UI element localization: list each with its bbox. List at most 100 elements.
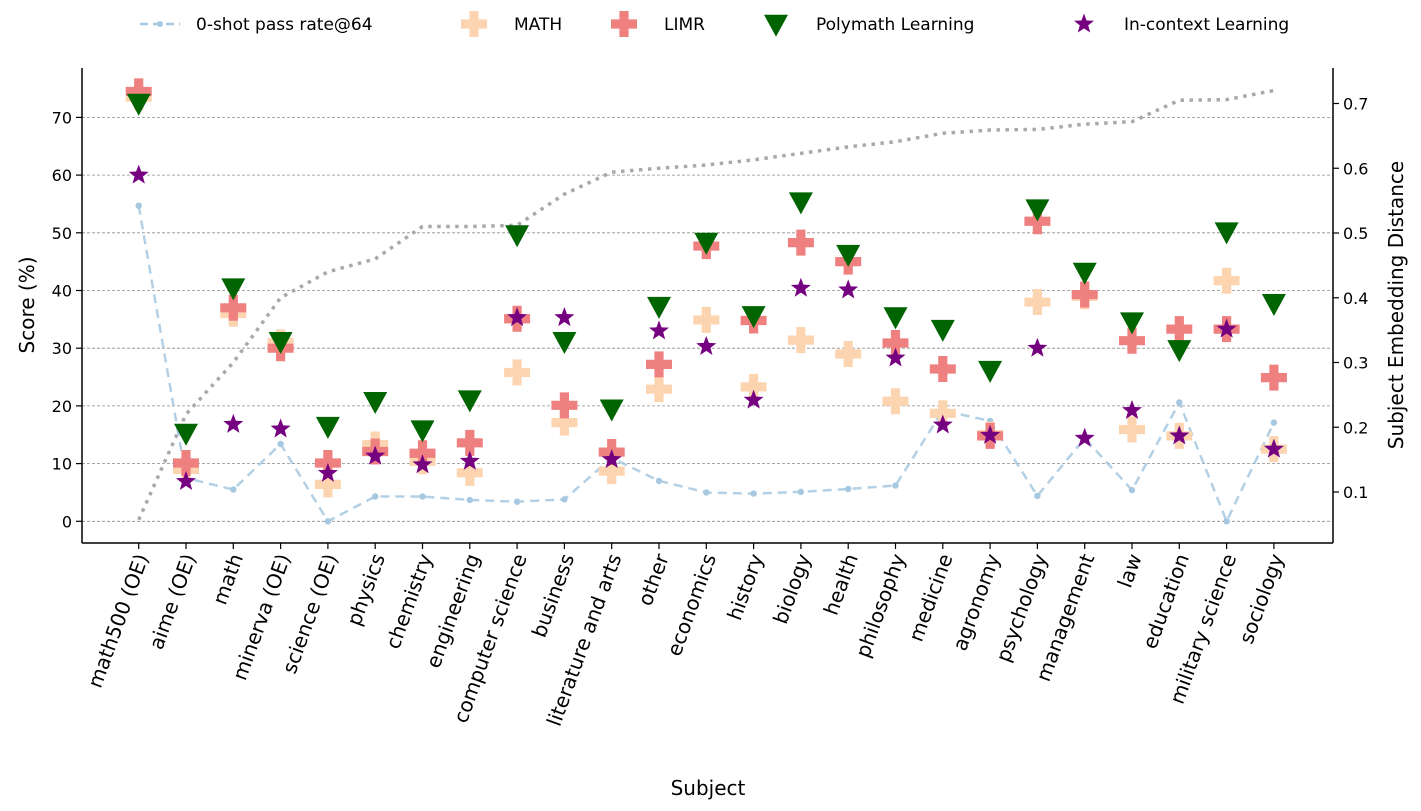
limr-marker <box>882 330 909 357</box>
y-tick-label: 40 <box>52 282 72 301</box>
pass-rate-point <box>1128 486 1136 494</box>
icl-marker <box>317 462 338 482</box>
polymath-marker <box>978 360 1003 383</box>
math-marker <box>835 340 862 367</box>
pass-rate-point <box>135 202 142 209</box>
math-marker <box>787 327 814 354</box>
polymath-marker <box>741 306 766 329</box>
y-right-tick-label: 0.4 <box>1343 289 1368 308</box>
polymath-marker <box>599 399 624 422</box>
polymath-marker <box>268 332 293 355</box>
polymath-marker <box>174 423 198 446</box>
y-right-tick-label: 0.1 <box>1343 483 1368 502</box>
x-tick-label: law <box>1112 551 1146 591</box>
polymath-marker <box>836 244 861 267</box>
math-marker <box>456 459 483 486</box>
pass-rate-point <box>1176 399 1183 406</box>
pass-rate-point <box>845 485 852 493</box>
icl-marker <box>649 320 669 340</box>
embedding-distance-polyline <box>137 88 1275 521</box>
limr-marker <box>1166 316 1193 343</box>
polymath-marker <box>883 307 908 330</box>
icl-marker <box>223 413 244 433</box>
x-tick-label: other <box>633 550 674 609</box>
limr-marker <box>220 294 247 321</box>
y-tick-label: 0 <box>62 512 72 531</box>
legend: 0-shot pass rate@64 MATH LIMR Polymath Lear… <box>140 11 1289 37</box>
x-tick-label: math <box>208 551 248 608</box>
y-tick-label: 70 <box>52 108 72 127</box>
legend-item: LIMR <box>611 11 705 37</box>
limr-marker <box>456 429 483 456</box>
y-tick-label: 30 <box>52 339 72 358</box>
legend-label: 0-shot pass rate@64 <box>196 15 373 35</box>
polymath-marker <box>1214 222 1239 245</box>
y-tick-label: 50 <box>52 224 72 243</box>
limr-marker <box>1071 281 1098 308</box>
legend-label: MATH <box>514 15 562 35</box>
polymath-marker <box>457 390 482 413</box>
math-marker <box>314 471 341 498</box>
y-right-tick-label: 0.7 <box>1343 95 1368 114</box>
x-tick-label: business <box>527 551 579 641</box>
legend-item: 0-shot pass rate@64 <box>140 15 373 35</box>
y-tick-label: 20 <box>52 397 72 416</box>
limr-marker <box>125 78 152 105</box>
legend-item: Polymath Learning <box>764 14 974 37</box>
pass-rate-point <box>1270 419 1278 426</box>
polymath-marker <box>410 420 435 443</box>
math-marker <box>551 409 578 436</box>
icl-marker <box>1263 438 1284 458</box>
icl-marker <box>270 418 291 438</box>
icl-marker <box>128 164 149 184</box>
x-tick-label: history <box>722 550 768 623</box>
pass-rate-point <box>324 518 332 525</box>
polymath-marker <box>1120 312 1144 335</box>
legend-label: LIMR <box>664 15 705 35</box>
icl-marker <box>838 279 859 299</box>
x-tick-label: chemistry <box>381 550 438 652</box>
polymath-marker <box>363 392 388 415</box>
pass-rate-point <box>419 493 426 500</box>
x-tick-label: sociology <box>1234 550 1289 646</box>
polymath-marker <box>788 192 813 215</box>
embedding-distance-line <box>137 88 1275 521</box>
limr-marker <box>551 392 578 419</box>
x-tick-label: math500 (OE) <box>83 551 154 691</box>
limr-marker <box>787 229 814 256</box>
polymath-marker <box>647 296 671 319</box>
x-tick-label: medicine <box>904 551 958 645</box>
icl-marker <box>1074 427 1095 447</box>
y-tick-label: 10 <box>52 455 72 474</box>
polymath-marker <box>694 232 719 255</box>
legend-dot-icon <box>157 21 163 27</box>
polymath-marker <box>1167 340 1192 363</box>
polymath-marker <box>1261 293 1286 316</box>
polymath-marker <box>221 278 246 301</box>
y-right-tick-label: 0.2 <box>1343 418 1368 437</box>
icl-marker <box>365 445 386 465</box>
math-marker <box>740 373 767 400</box>
x-axis-label: Subject <box>671 776 746 800</box>
y-right-tick-label: 0.6 <box>1343 159 1368 178</box>
x-tick-label: physics <box>342 551 390 629</box>
y-right-tick-label: 0.5 <box>1343 224 1368 243</box>
pass-rate-point <box>892 482 899 489</box>
x-tick-label: biology <box>768 550 816 627</box>
legend-item: In-context Learning <box>1074 13 1289 35</box>
limr-marker <box>1119 327 1145 354</box>
math-marker <box>646 376 672 403</box>
icl-marker <box>1122 400 1142 420</box>
math-marker <box>882 388 909 415</box>
pass-rate-point <box>750 490 757 497</box>
icl-marker <box>885 347 906 367</box>
legend-label: In-context Learning <box>1124 15 1289 35</box>
icl-marker <box>1027 337 1048 357</box>
legend-item: MATH <box>461 11 562 37</box>
polymath-marker <box>1072 262 1097 285</box>
x-tick-label: education <box>1138 551 1194 652</box>
pass-rate-line <box>135 202 1278 525</box>
polymath-marker <box>930 319 955 342</box>
pass-rate-point <box>466 496 473 504</box>
